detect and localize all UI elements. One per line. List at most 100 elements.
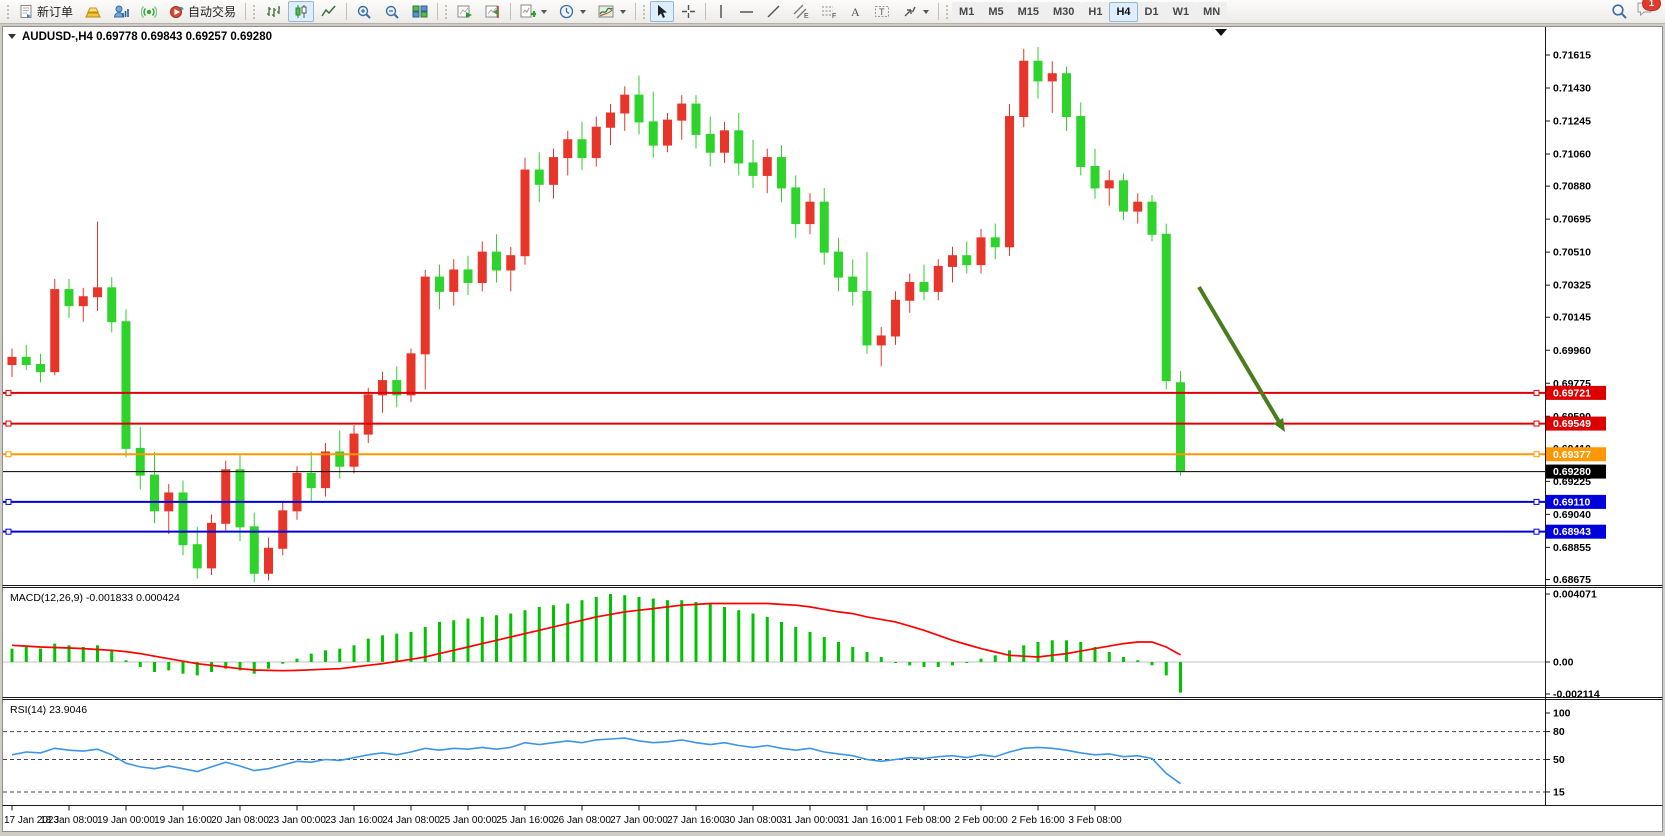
line-handle[interactable] [1533, 498, 1540, 505]
timeframe-button-W1[interactable]: W1 [1165, 1, 1197, 22]
periods-dropdown-caret[interactable] [580, 9, 587, 14]
text-button[interactable]: A [844, 1, 867, 22]
templates-dropdown-caret[interactable] [620, 9, 627, 14]
text-label-icon: T [874, 4, 890, 19]
macd-bar [623, 595, 627, 662]
candle-body [278, 510, 288, 549]
candle-body [948, 255, 957, 267]
candle-body [7, 356, 17, 366]
price-tick-label: 0.71430 [1553, 83, 1591, 95]
indicators-dropdown-caret[interactable] [541, 9, 548, 14]
candle-body [249, 526, 259, 574]
text-label-button[interactable]: T [869, 1, 895, 22]
candlestick-chart-button[interactable] [288, 1, 315, 22]
toolbar-grip[interactable] [252, 3, 257, 20]
periods-button[interactable] [554, 1, 591, 22]
time-tick-label: 2 Feb 00:00 [954, 815, 1008, 826]
toolbar-grip[interactable] [6, 3, 10, 20]
macd-panel: 0.004071 0.00 -0.002114 MACD(12,26,9) -0.00… [3, 589, 1600, 701]
line-handle[interactable] [1533, 389, 1540, 396]
macd-bar [238, 662, 242, 671]
candle-body [292, 472, 302, 512]
zoom-in-button[interactable] [351, 1, 377, 22]
macd-bar [765, 616, 769, 662]
fibonacci-button[interactable]: F [816, 1, 842, 22]
macd-bar [395, 633, 399, 662]
candle-body [93, 287, 102, 298]
trend-arrow-annotation[interactable] [1197, 285, 1285, 432]
horizontal-line-0.68943[interactable]: 0.68943 [3, 524, 1606, 539]
bar-chart-button[interactable] [260, 1, 286, 22]
crosshair-button[interactable] [676, 1, 701, 22]
horizontal-line-0.69110[interactable]: 0.69110 [3, 494, 1606, 509]
search-icon[interactable] [1611, 3, 1628, 20]
candle-body [36, 364, 45, 373]
line-chart-button[interactable] [316, 1, 342, 22]
macd-bar [751, 613, 755, 662]
macd-bar [552, 605, 555, 662]
symbol-ohlc-label: AUDUSD-,H4 0.69778 0.69843 0.69257 0.692… [22, 31, 272, 43]
horizontal-line-button[interactable] [734, 1, 759, 22]
timeframe-button-MN[interactable]: MN [1196, 1, 1228, 22]
macd-bar [922, 662, 926, 668]
chart-shift-marker[interactable] [1215, 29, 1227, 36]
tile-windows-button[interactable] [407, 1, 433, 22]
trendline-button[interactable] [761, 1, 786, 22]
line-handle[interactable] [5, 451, 12, 458]
horizontal-line-0.69549[interactable]: 0.69549 [3, 416, 1606, 431]
timeframe-button-H4[interactable]: H4 [1109, 1, 1138, 22]
line-handle[interactable] [1533, 420, 1540, 427]
cursor-button[interactable] [650, 1, 675, 22]
timeframe-button-M15[interactable]: M15 [1010, 1, 1046, 22]
timeframe-button-D1[interactable]: D1 [1137, 1, 1166, 22]
toolbar-grip[interactable] [945, 3, 950, 20]
signals-button[interactable] [136, 1, 162, 22]
line-handle[interactable] [5, 528, 12, 535]
gold-bar-icon [85, 4, 101, 19]
autotrading-button[interactable]: 自动交易 [164, 1, 241, 22]
line-handle[interactable] [5, 420, 12, 427]
horizontal-line-0.69721[interactable]: 0.69721 [3, 385, 1606, 400]
candle-body [221, 469, 231, 524]
line-handle[interactable] [5, 389, 12, 396]
vertical-line-button[interactable] [710, 1, 732, 22]
indicators-button[interactable] [515, 1, 552, 22]
toolbar-grip[interactable] [642, 3, 647, 20]
line-handle[interactable] [1533, 528, 1540, 535]
svg-text:T: T [879, 7, 885, 17]
timeframe-button-M5[interactable]: M5 [981, 1, 1011, 22]
macd-bar [1122, 656, 1125, 662]
auto-scroll-button[interactable] [452, 1, 478, 22]
price-tick-label: 0.70325 [1553, 280, 1591, 292]
macd-bar [965, 662, 969, 663]
account-button[interactable] [108, 1, 134, 22]
candle-body [363, 394, 373, 435]
user-chart-icon [113, 4, 129, 19]
equidistant-channel-button[interactable]: E [788, 1, 814, 22]
zoom-out-button[interactable] [379, 1, 405, 22]
timeframe-button-M30[interactable]: M30 [1046, 1, 1082, 22]
candle-body [734, 130, 744, 164]
timeframe-button-H1[interactable]: H1 [1081, 1, 1110, 22]
arrows-dropdown-caret[interactable] [923, 9, 930, 14]
horizontal-line-0.69280[interactable]: 0.69280 [3, 464, 1606, 479]
chart-menu-icon[interactable] [8, 34, 16, 39]
toolbar-grip[interactable] [444, 3, 449, 20]
macd-bar [39, 648, 42, 662]
equidistant-channel-icon: E [793, 4, 809, 19]
deposit-button[interactable] [80, 1, 106, 22]
price-tag [1546, 385, 1606, 400]
candle-body [207, 522, 216, 569]
line-handle[interactable] [5, 498, 12, 505]
horizontal-line-0.69377[interactable]: 0.69377 [3, 447, 1606, 462]
notifications-button[interactable]: 1 [1636, 0, 1661, 22]
chart-shift-button[interactable] [480, 1, 506, 22]
new-order-button[interactable]: 新订单 [14, 1, 78, 22]
macd-bar [81, 646, 85, 662]
templates-button[interactable] [593, 1, 631, 22]
candle-body [306, 472, 316, 489]
price-tag [1546, 494, 1606, 509]
arrows-button[interactable] [897, 1, 934, 22]
line-handle[interactable] [1533, 451, 1540, 458]
timeframe-button-M1[interactable]: M1 [952, 1, 982, 22]
